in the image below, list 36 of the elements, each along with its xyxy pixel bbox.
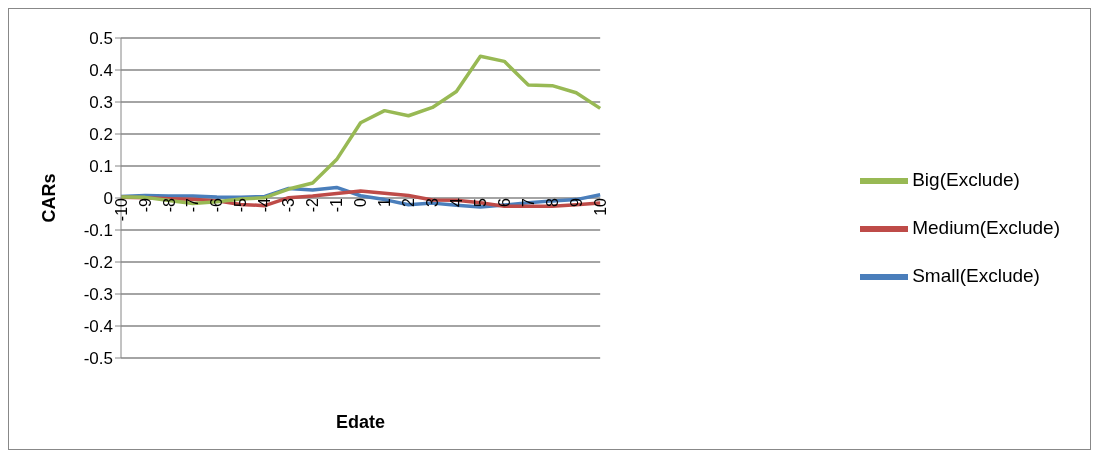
x-tick-label: 8 <box>543 197 561 207</box>
x-tick-label: -6 <box>208 197 226 213</box>
y-tick-label: 0.4 <box>89 61 113 81</box>
legend-label: Small(Exclude) <box>912 265 1040 287</box>
y-tick-label: -0.4 <box>83 317 113 337</box>
y-axis-title: CARs <box>39 173 60 223</box>
x-tick-label: 6 <box>495 197 513 207</box>
x-tick-label: -9 <box>136 197 154 213</box>
y-tick-label: -0.2 <box>83 253 113 273</box>
y-tick-label: -0.5 <box>83 349 113 369</box>
x-tick-label: -3 <box>280 197 298 213</box>
x-tick-label: 2 <box>400 197 418 207</box>
x-tick-label: 0 <box>352 197 370 207</box>
x-tick-label: -10 <box>112 197 130 222</box>
x-tick-label: -7 <box>184 197 202 213</box>
legend-label: Big(Exclude) <box>912 169 1020 191</box>
x-tick-label: 4 <box>448 197 466 207</box>
x-tick-label: -1 <box>328 197 346 213</box>
y-tick-label: 0.5 <box>89 29 113 49</box>
x-tick-label: -4 <box>256 197 274 213</box>
x-tick-label: 1 <box>376 197 394 207</box>
x-tick-label: 3 <box>424 197 442 207</box>
x-axis-title: Edate <box>336 412 386 432</box>
x-tick-label: -5 <box>232 197 250 213</box>
x-tick-label: 10 <box>591 197 609 216</box>
y-tick-label: 0.3 <box>89 93 113 113</box>
y-tick-label: -0.3 <box>83 285 113 305</box>
y-tick-label: 0.2 <box>89 125 113 145</box>
legend-label: Medium(Exclude) <box>912 217 1060 239</box>
x-tick-label: 7 <box>519 197 537 207</box>
y-tick-label: -0.1 <box>83 221 113 241</box>
y-tick-label: 0.1 <box>89 157 113 177</box>
x-tick-label: 9 <box>567 197 585 207</box>
x-tick-label: 5 <box>471 197 489 207</box>
x-tick-label: -8 <box>160 197 178 213</box>
x-tick-label: -2 <box>304 197 322 213</box>
